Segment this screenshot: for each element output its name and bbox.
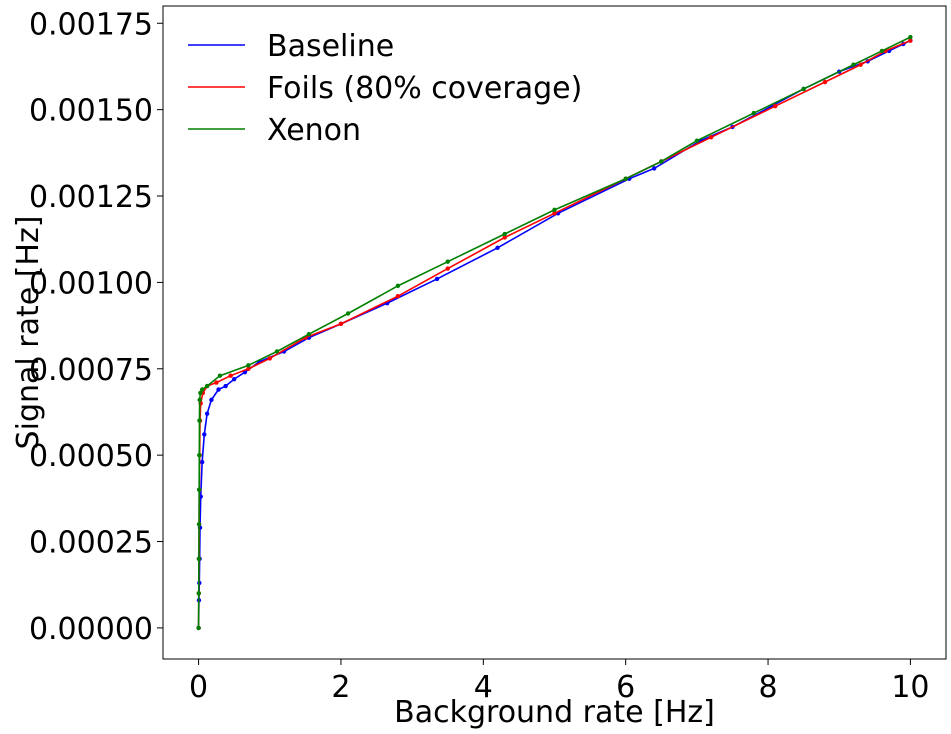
legend-entry: Foils (80% coverage) bbox=[188, 71, 582, 106]
data-point bbox=[198, 390, 203, 396]
data-point bbox=[196, 522, 202, 527]
data-point bbox=[338, 321, 344, 327]
data-point bbox=[445, 266, 450, 271]
x-axis: 0 2 4 6 8 10 bbox=[189, 659, 930, 705]
data-point bbox=[395, 283, 401, 289]
x-tick-label: 4 bbox=[474, 670, 493, 705]
data-point bbox=[879, 48, 885, 54]
legend-label: Baseline bbox=[267, 29, 394, 64]
y-axis-label: Signal rate [Hz] bbox=[11, 216, 46, 450]
y-tick-label: 0.00100 bbox=[29, 266, 153, 301]
data-point bbox=[196, 625, 201, 631]
y-tick-label: 0.00125 bbox=[29, 180, 153, 215]
data-point bbox=[217, 373, 223, 378]
series-line bbox=[197, 36, 911, 628]
data-point bbox=[204, 383, 210, 389]
data-point bbox=[246, 366, 251, 371]
x-tick-label: 10 bbox=[891, 670, 929, 705]
series-2 bbox=[196, 34, 913, 631]
data-point bbox=[801, 86, 806, 92]
data-point bbox=[623, 176, 628, 181]
data-point bbox=[434, 276, 440, 282]
data-point bbox=[214, 380, 219, 385]
data-point bbox=[751, 110, 757, 116]
data-point bbox=[197, 418, 202, 423]
data-point bbox=[197, 452, 202, 458]
data-point bbox=[199, 459, 205, 465]
data-point bbox=[345, 311, 351, 316]
y-tick-label: 0.00050 bbox=[29, 439, 153, 474]
data-point bbox=[267, 356, 272, 361]
data-point bbox=[708, 135, 714, 140]
data-point bbox=[196, 591, 201, 596]
y-axis: 0.00000 0.00025 0.00050 0.00075 0.00100 0.001… bbox=[29, 7, 163, 647]
x-tick-label: 6 bbox=[616, 670, 635, 705]
data-point bbox=[445, 259, 450, 264]
series-layer bbox=[196, 34, 913, 631]
x-axis-label: Background rate [Hz] bbox=[394, 695, 715, 730]
data-point bbox=[858, 62, 863, 67]
data-point bbox=[216, 387, 221, 392]
plot-frame bbox=[162, 5, 947, 660]
y-tick-label: 0.00075 bbox=[29, 353, 153, 388]
x-tick-label: 0 bbox=[189, 670, 208, 705]
x-tick-label: 2 bbox=[331, 670, 350, 705]
data-point bbox=[196, 556, 202, 562]
data-point bbox=[209, 397, 214, 403]
data-point bbox=[772, 103, 778, 109]
y-tick-label: 0.00150 bbox=[29, 94, 153, 129]
data-point bbox=[223, 383, 228, 389]
data-point bbox=[908, 34, 913, 40]
legend: Baseline Foils (80% coverage) Xenon bbox=[188, 29, 582, 148]
data-point bbox=[495, 245, 500, 251]
data-point bbox=[204, 411, 210, 416]
legend-entry: Xenon bbox=[188, 113, 361, 148]
data-point bbox=[822, 79, 828, 85]
legend-entry: Baseline bbox=[188, 29, 394, 64]
data-point bbox=[552, 207, 557, 213]
data-point bbox=[851, 62, 856, 67]
data-point bbox=[202, 432, 207, 437]
y-tick-label: 0.00000 bbox=[29, 612, 153, 647]
x-tick-label: 8 bbox=[758, 670, 777, 705]
data-point bbox=[502, 231, 507, 237]
data-point bbox=[908, 38, 913, 43]
data-point bbox=[502, 235, 507, 240]
data-point bbox=[246, 363, 251, 368]
data-point bbox=[231, 376, 237, 382]
data-point bbox=[694, 138, 700, 143]
legend-label: Foils (80% coverage) bbox=[267, 71, 582, 106]
data-point bbox=[274, 349, 280, 354]
data-point bbox=[197, 397, 202, 403]
data-point bbox=[651, 166, 657, 171]
y-tick-label: 0.00025 bbox=[29, 526, 153, 561]
data-point bbox=[196, 487, 202, 492]
data-point bbox=[306, 332, 312, 337]
data-point bbox=[395, 294, 401, 299]
y-tick-label: 0.00175 bbox=[29, 7, 153, 42]
legend-label: Xenon bbox=[267, 113, 361, 148]
data-point bbox=[199, 387, 205, 392]
data-point bbox=[552, 211, 557, 216]
data-point bbox=[228, 373, 233, 378]
data-point bbox=[659, 159, 664, 164]
